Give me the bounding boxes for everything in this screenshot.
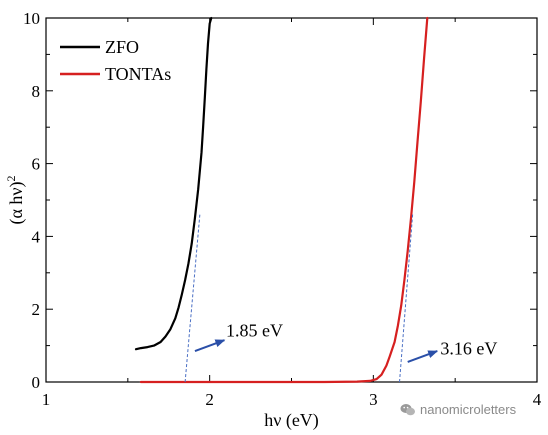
wechat-icon <box>400 403 415 415</box>
annotation-label: 1.85 eV <box>226 321 283 341</box>
tangent-line-tontas <box>399 214 414 383</box>
legend-label-tontas: TONTAs <box>105 64 171 84</box>
watermark: nanomicroletters <box>400 402 516 417</box>
legend-label-zfo: ZFO <box>105 37 139 57</box>
y-axis-label-base: (α hν) <box>6 181 27 224</box>
annotation-label: 3.16 eV <box>440 339 497 359</box>
y-tick-label: 4 <box>32 227 41 246</box>
annotation-arrow <box>407 350 439 363</box>
y-tick-label: 0 <box>32 373 41 392</box>
x-axis-label: hν (eV) <box>264 410 319 431</box>
y-tick-label: 8 <box>32 82 41 101</box>
y-axis-label: (α hν)2 <box>4 175 27 224</box>
watermark-text: nanomicroletters <box>420 402 517 417</box>
x-tick-label: 4 <box>533 390 542 409</box>
y-axis-label-superscript: 2 <box>4 175 18 181</box>
x-tick-label: 3 <box>369 390 378 409</box>
series-line-zfo <box>134 16 213 351</box>
annotation-layer: 1.85 eV 3.16 eV <box>194 321 497 363</box>
tangent-layer <box>184 214 414 383</box>
y-tick-label: 2 <box>32 300 41 319</box>
series-layer <box>134 16 429 384</box>
x-tick-label: 2 <box>205 390 214 409</box>
series-line-tontas <box>139 16 429 384</box>
y-tick-label: 6 <box>32 155 41 174</box>
y-tick-label: 10 <box>23 9 40 28</box>
annotation-arrow <box>194 339 226 352</box>
x-tick-label: 1 <box>42 390 51 409</box>
legend: ZFO TONTAs <box>60 37 171 84</box>
tangent-line-zfo <box>184 214 201 383</box>
